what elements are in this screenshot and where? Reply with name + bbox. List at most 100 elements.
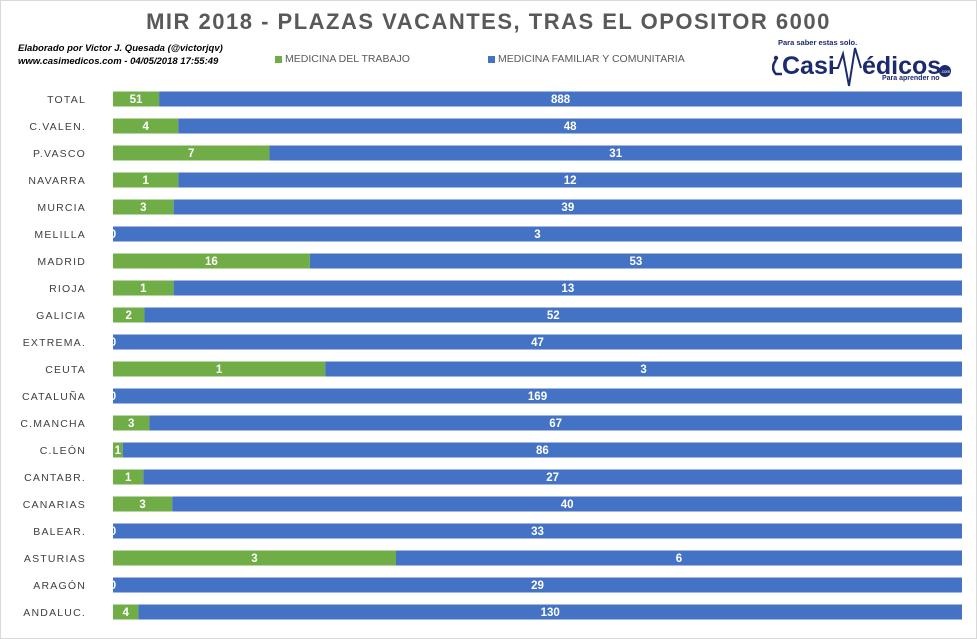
value-label-trabajo: 2 [126,310,132,322]
bar-medicina-trabajo [113,415,150,431]
value-label-trabajo: 1 [125,472,132,484]
value-label-familiar: 29 [531,580,544,592]
value-label-familiar: 6 [676,553,682,565]
bar-medicina-familiar [173,199,963,215]
legend-swatch-trabajo [275,55,282,63]
bar-medicina-trabajo [113,172,179,188]
logo-tagline-top: Para saber estas solo. [778,38,858,47]
bar-medicina-familiar [178,118,963,134]
bar-medicina-trabajo [113,550,396,566]
legend-label-trabajo: MEDICINA DEL TRABAJO [285,53,410,65]
bar-medicina-trabajo [113,199,174,215]
value-label-trabajo: 0 [110,391,116,403]
value-label-familiar: 47 [531,337,544,349]
value-label-trabajo: 3 [140,202,146,214]
svg-text:édicos: édicos [862,52,941,80]
bar-medicina-familiar [143,469,963,485]
value-label-trabajo: 4 [142,121,149,133]
value-label-familiar: 169 [528,391,547,403]
category-label: ANDALUC. [23,607,86,619]
value-label-trabajo: 1 [140,283,147,295]
value-label-familiar: 3 [534,229,540,241]
category-label: NAVARRA [28,175,86,187]
value-label-trabajo: 16 [205,256,218,268]
svg-text:.com: .com [941,69,951,74]
category-label: MADRID [37,256,86,268]
value-label-trabajo: 3 [251,553,257,565]
legend-label-familiar: MEDICINA FAMILIAR Y COMUNITARIA [498,53,685,65]
chart-title: MIR 2018 - PLAZAS VACANTES, TRAS EL OPOS… [146,9,831,34]
category-label: MELILLA [34,229,86,241]
value-label-familiar: 39 [561,202,574,214]
bar-medicina-familiar [173,280,963,296]
value-label-trabajo: 0 [110,229,116,241]
category-label: CEUTA [45,364,86,376]
svg-text:Casi: Casi [782,52,835,80]
value-label-trabajo: 7 [188,148,194,160]
bar-medicina-familiar [113,388,962,404]
bar-medicina-trabajo [113,442,123,458]
bar-medicina-trabajo [113,145,270,161]
legend-swatch-familiar [488,55,495,63]
value-label-familiar: 27 [546,472,559,484]
category-label: EXTREMA. [23,337,86,349]
bar-medicina-trabajo [113,307,145,323]
bar-medicina-familiar [178,172,963,188]
value-label-trabajo: 51 [130,94,143,106]
bar-medicina-trabajo [113,361,326,377]
logo-tagline-bottom: Para aprender no [882,75,940,82]
author-credit: Elaborado por Victor J. Quesada (@victor… [18,43,223,54]
legend-item-trabajo: MEDICINA DEL TRABAJO [275,53,410,65]
category-label: ASTURIAS [24,553,86,565]
value-label-familiar: 31 [609,148,622,160]
bar-medicina-familiar [269,145,962,161]
value-label-trabajo: 3 [139,499,145,511]
value-label-familiar: 40 [561,499,574,511]
category-label: C.VALEN. [29,121,86,133]
source-credit: www.casimedicos.com - 04/05/2018 17:55:4… [18,56,219,67]
value-label-familiar: 13 [561,283,574,295]
value-label-familiar: 52 [547,310,560,322]
value-label-trabajo: 1 [115,445,122,457]
bar-medicina-familiar [325,361,962,377]
bar-medicina-familiar [113,226,962,242]
value-label-familiar: 86 [536,445,549,457]
value-label-familiar: 48 [564,121,577,133]
value-label-familiar: 3 [640,364,646,376]
value-label-trabajo: 0 [110,580,116,592]
bar-medicina-trabajo [113,496,173,512]
bar-medicina-trabajo [113,280,174,296]
value-label-familiar: 33 [531,526,544,538]
category-label: C.LEÓN [40,444,86,457]
bar-medicina-familiar [113,334,962,350]
bar-medicina-familiar [113,523,962,539]
bar-medicina-trabajo [113,253,310,269]
bar-medicina-familiar [396,550,962,566]
category-label: TOTAL [47,94,86,106]
category-label: CANARIAS [23,499,86,511]
bar-medicina-familiar [159,91,962,107]
category-label: C.MANCHA [20,418,86,430]
bar-medicina-familiar [113,577,962,593]
logo-graphic: Casi édicos .com [772,47,951,87]
value-label-familiar: 12 [564,175,577,187]
legend-item-familiar: MEDICINA FAMILIAR Y COMUNITARIA [488,53,685,65]
bar-medicina-familiar [122,442,963,458]
category-label: ARAGÓN [33,579,86,592]
bar-medicina-trabajo [113,118,179,134]
bar-medicina-trabajo [113,604,139,620]
category-label: RIOJA [49,283,86,295]
value-label-familiar: 888 [551,94,571,106]
casimedicos-logo: Para saber estas solo. Casi édicos .com … [772,38,952,94]
value-label-trabajo: 0 [110,526,116,538]
value-label-familiar: 67 [549,418,562,430]
value-label-familiar: 130 [541,607,560,619]
bar-medicina-trabajo [113,469,144,485]
bar-medicina-familiar [172,496,963,512]
value-label-trabajo: 1 [216,364,223,376]
category-label: MURCIA [37,202,86,214]
category-label: CANTABR. [24,472,86,484]
bar-medicina-trabajo [113,91,160,107]
bar-medicina-familiar [144,307,962,323]
